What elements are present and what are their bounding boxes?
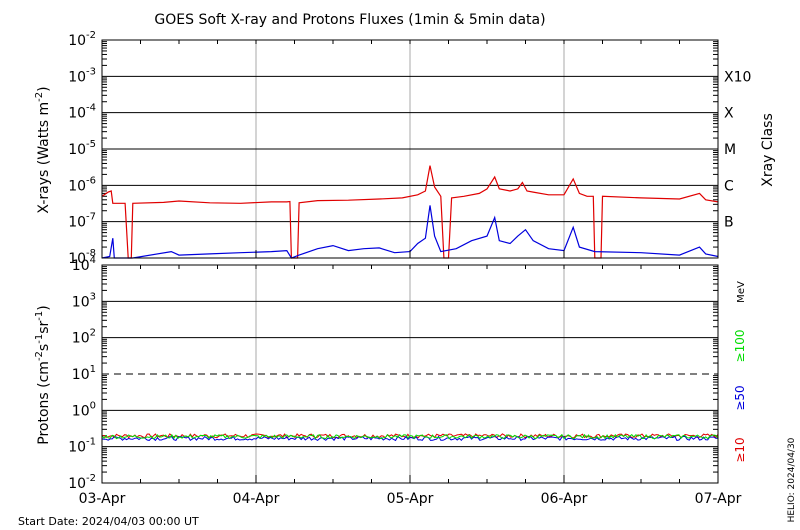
xray-y-tick-label: 10-5 [68,139,96,158]
proton-y-tick-label: 103 [72,291,96,310]
x-tick-label: 07-Apr [695,491,742,507]
proton-y-tick-label: 102 [72,328,96,347]
proton-series-100mev [101,433,719,440]
proton-energy-label: ≥10 [733,437,747,462]
xray-y-tick-label: 10-8 [68,248,96,267]
xray-panel: 10-8 10-7 10-6 10-5 10-4 10-3 10-2 B C M X X10 Xray … [34,30,776,267]
xray-class-label: B [724,215,734,231]
xray-y-tick-label: 10-6 [68,175,96,194]
x-tick-label: 06-Apr [541,491,588,507]
proton-y-tick-label: 100 [72,400,96,419]
xray-long-series [101,165,719,259]
xray-y-tick-label: 10-4 [68,103,96,122]
proton-y-tick-label: 104 [72,255,96,274]
proton-y-tick-label: 10-2 [68,473,96,492]
proton-unit-label: MeV [736,281,747,303]
proton-y-axis-label: Protons (cm-2s-1sr-1) [34,305,52,444]
xray-y-tick-label: 10-3 [68,66,96,85]
proton-energy-label: ≥50 [733,385,747,410]
start-date-label: Start Date: 2024/04/03 00:00 UT [18,515,199,528]
xray-short-series [101,205,719,259]
xray-class-label: X [724,106,734,122]
proton-energy-label: ≥100 [733,330,747,363]
xray-class-axis-label: Xray Class [760,113,776,187]
proton-series-50mev [101,435,719,442]
helio-side-label: HELIO: 2024/04/30 [787,437,797,522]
xray-class-label: M [724,142,736,158]
xray-y-axis-label: X-rays (Watts m-2) [34,86,52,213]
x-tick-label: 05-Apr [387,491,434,507]
xray-y-tick-label: 10-7 [68,212,96,231]
proton-y-tick-label: 101 [72,364,96,383]
proton-panel: 10-2 10-1 100 101 102 103 104 ≥10 ≥50 ≥100 MeV Prot… [34,255,747,507]
xray-class-label: C [724,178,734,194]
xray-y-tick-label: 10-2 [68,30,96,49]
x-tick-label: 04-Apr [233,491,280,507]
xray-class-label: X10 [724,69,751,85]
x-tick-label: 03-Apr [79,491,126,507]
proton-y-tick-label: 10-1 [68,437,96,456]
chart-title: GOES Soft X-ray and Protons Fluxes (1min… [154,12,545,28]
